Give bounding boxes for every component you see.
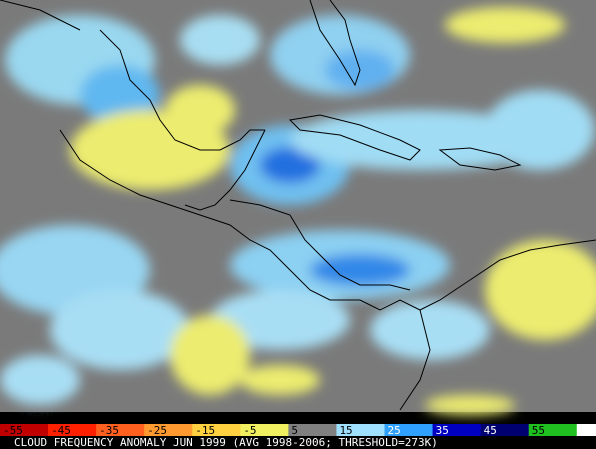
caption-background bbox=[0, 436, 596, 449]
colorbar-segment bbox=[336, 424, 386, 436]
colorbar-segment bbox=[48, 424, 98, 436]
colorbar-segment bbox=[144, 424, 194, 436]
colorbar-label: -5 bbox=[243, 424, 256, 437]
colorbar-label: 35 bbox=[436, 424, 449, 437]
colorbar-label: 25 bbox=[388, 424, 401, 437]
colorbar-label: 45 bbox=[484, 424, 497, 437]
colorbar-segment bbox=[480, 424, 530, 436]
anomaly-field bbox=[0, 7, 596, 415]
colorbar-segment bbox=[96, 424, 146, 436]
colorbar-label: -45 bbox=[51, 424, 71, 437]
credit: CIRA/RAMM bbox=[2, 411, 62, 424]
colorbar-segment bbox=[240, 424, 290, 436]
colorbar-segment bbox=[528, 424, 578, 436]
coastlines bbox=[0, 0, 596, 411]
colorbar-label: -15 bbox=[195, 424, 215, 437]
colorbar-segment bbox=[192, 424, 242, 436]
colorbar-segment bbox=[0, 424, 50, 436]
colorbar-segment bbox=[384, 424, 434, 436]
colorbar-segment bbox=[288, 424, 338, 436]
colorbar-label: 5 bbox=[291, 424, 298, 437]
colorbar-label: -25 bbox=[147, 424, 167, 437]
colorbar-end bbox=[576, 424, 596, 436]
colorbar-segment bbox=[432, 424, 482, 436]
colorbar-label: -55 bbox=[3, 424, 23, 437]
caption: CLOUD FREQUENCY ANOMALY JUN 1999 (AVG 19… bbox=[14, 436, 438, 449]
colorbar-label: 55 bbox=[532, 424, 545, 437]
colorbar-label: 15 bbox=[339, 424, 352, 437]
colorbar-label: -35 bbox=[99, 424, 119, 437]
colorbar: -55 -45 -35 -25 -15 -5 5 15 25 35 45 55 bbox=[0, 424, 596, 437]
